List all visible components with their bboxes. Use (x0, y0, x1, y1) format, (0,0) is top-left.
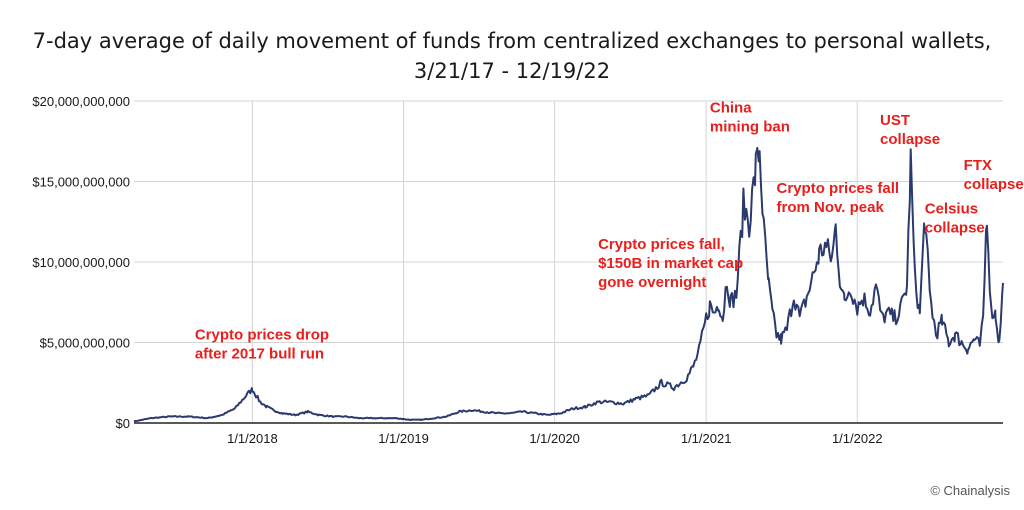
annotation-line: after 2017 bull run (195, 345, 324, 362)
y-tick-label: $5,000,000,000 (40, 336, 130, 351)
annotation-label: UST collapse (880, 112, 940, 148)
annotation-line: Crypto prices fall (777, 180, 900, 197)
x-tick-label: 1/1/2021 (681, 431, 732, 446)
annotation-line: $150B in market cap (598, 255, 743, 272)
annotation-line: UST (880, 112, 910, 129)
y-tick-label: $15,000,000,000 (32, 175, 130, 190)
credit-text: © Chainalysis (930, 483, 1010, 498)
annotation-line: Crypto prices fall, (598, 236, 725, 253)
annotation-line: Crypto prices drop (195, 326, 329, 343)
y-axis-ticks: $0 $5,000,000,000 $10,000,000,000 $15,000,0… (32, 94, 130, 431)
x-tick-label: 1/1/2020 (529, 431, 580, 446)
annotation-line: FTX (964, 157, 992, 174)
x-tick-label: 1/1/2018 (227, 431, 278, 446)
annotation-line: mining ban (710, 118, 790, 135)
x-tick-label: 1/1/2019 (378, 431, 429, 446)
annotation-line: Celsius (925, 201, 978, 218)
y-tick-label: $20,000,000,000 (32, 94, 130, 109)
annotation-line: collapse (880, 131, 940, 148)
annotation-line: from Nov. peak (777, 199, 885, 216)
annotation-line: collapse (925, 220, 985, 237)
annotation-label: Crypto prices drop after 2017 bull run (195, 326, 329, 362)
annotations: Crypto prices drop after 2017 bull runCry… (195, 99, 1024, 362)
annotation-label: Crypto prices fall, $150B in market cap go… (598, 236, 743, 291)
x-tick-label: 1/1/2022 (832, 431, 883, 446)
series-line (133, 147, 1004, 423)
annotation-label: FTX collapse (964, 157, 1024, 193)
annotation-line: collapse (964, 176, 1024, 193)
annotation-line: China (710, 99, 752, 116)
y-tick-label: $10,000,000,000 (32, 255, 130, 270)
annotation-label: China mining ban (710, 99, 790, 135)
annotation-line: gone overnight (598, 274, 706, 291)
chart-title: 7-day average of daily movement of funds… (32, 29, 992, 83)
grid (134, 100, 1003, 423)
x-axis-ticks: 1/1/2018 1/1/2019 1/1/2020 1/1/2021 1/1/2022 (227, 431, 882, 446)
annotation-label: Crypto prices fall from Nov. peak (777, 180, 900, 216)
y-tick-label: $0 (116, 416, 130, 431)
annotation-label: Celsius collapse (925, 201, 985, 237)
